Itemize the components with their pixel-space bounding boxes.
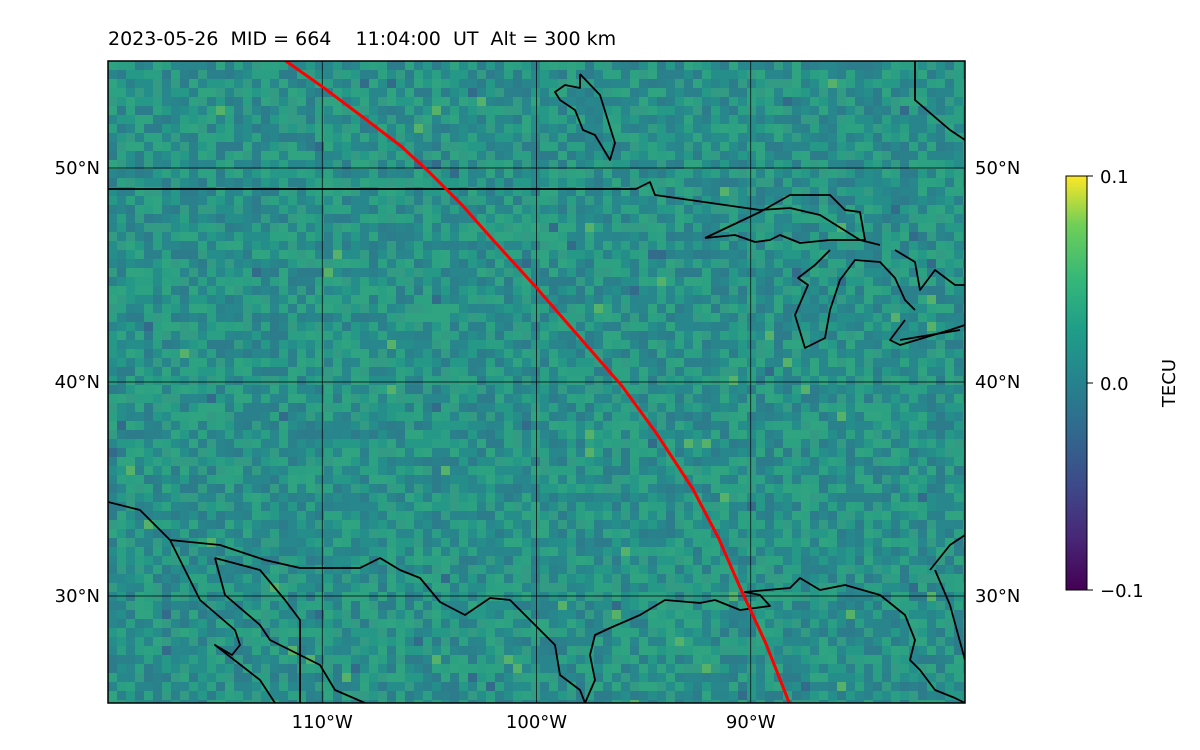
colorbar-ticks: 0.1 0.0 −0.1 <box>1087 167 1144 602</box>
lat-tick-label: 40°N <box>975 372 1020 393</box>
tec-field <box>108 61 965 703</box>
lon-tick-label: 100°W <box>506 712 567 733</box>
lon-tick-label: 110°W <box>292 712 353 733</box>
lat-tick-label: 30°N <box>975 586 1020 607</box>
colorbar-tick-label: −0.1 <box>1100 581 1144 602</box>
lat-tick-label: 30°N <box>55 586 100 607</box>
map-panel <box>108 61 965 703</box>
colorbar-gradient <box>1065 175 1088 591</box>
lon-tick-label: 90°W <box>726 712 776 733</box>
map-frame <box>107 60 966 704</box>
lat-tick-label: 50°N <box>975 158 1020 179</box>
colorbar-title: TECU <box>1159 359 1180 408</box>
colorbar-tick-label: 0.1 <box>1100 167 1129 188</box>
map-title: 2023-05-26 MID = 664 11:04:00 UT Alt = 3… <box>108 28 617 50</box>
satellite-track <box>284 61 791 703</box>
coastlines <box>108 61 965 703</box>
longitude-labels: 110°W 100°W 90°W <box>292 712 776 733</box>
colorbar-tick-label: 0.0 <box>1100 374 1129 395</box>
lat-tick-label: 50°N <box>55 158 100 179</box>
gridlines <box>108 61 965 703</box>
lat-tick-label: 40°N <box>55 372 100 393</box>
colorbar: 0.1 0.0 −0.1 TECU <box>1065 167 1180 602</box>
latitude-labels: 30°N 30°N 40°N 40°N 50°N 50°N <box>55 158 1021 607</box>
